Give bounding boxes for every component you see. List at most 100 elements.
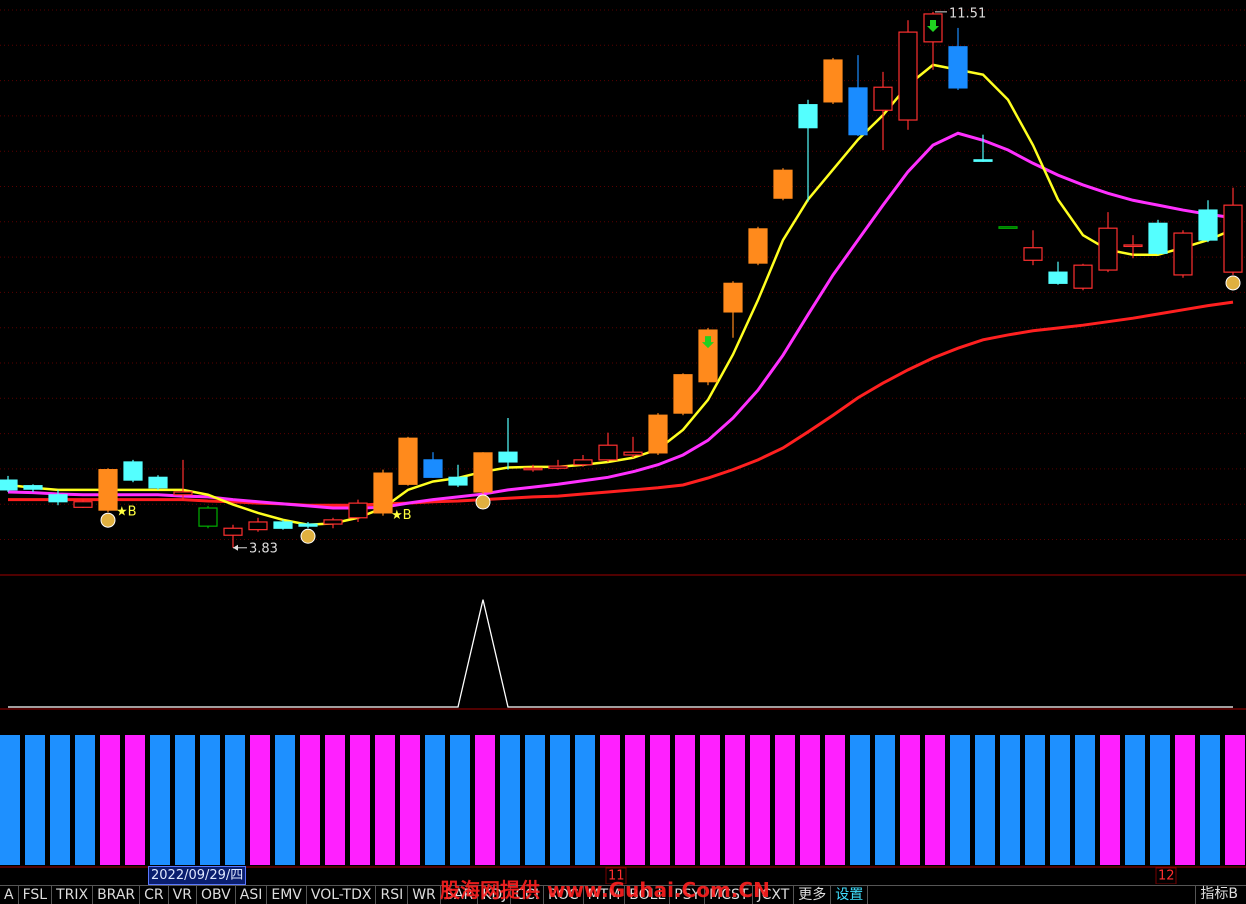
candle-body — [423, 459, 443, 478]
indicator-tab[interactable]: PSY — [670, 886, 706, 904]
indicator-bar — [150, 735, 170, 865]
money-bag-icon — [475, 494, 491, 510]
indicator-toolbar: A FSL TRIX BRAR CR VR OBV ASI EMV VOL-TDX RSI WR SAR… — [0, 885, 1246, 904]
indicator-tab[interactable]: VR — [169, 886, 197, 904]
candle-body — [398, 437, 418, 485]
candle-body — [673, 374, 693, 414]
indicator-tab[interactable]: ASI — [236, 886, 268, 904]
indicator-bar — [825, 735, 845, 865]
indicator-bar — [1025, 735, 1045, 865]
candle-body — [973, 159, 993, 162]
candle-body — [1223, 204, 1243, 273]
indicator-bar — [1225, 735, 1245, 865]
indicator-tab[interactable]: KDJ — [478, 886, 512, 904]
low-pointer-head — [233, 544, 238, 551]
candle-body — [0, 479, 18, 491]
indicator-tab[interactable]: WR — [408, 886, 441, 904]
indicator-tab[interactable]: VOL-TDX — [307, 886, 377, 904]
money-bag-icon — [1225, 275, 1241, 291]
signal-label: ★B — [116, 505, 137, 520]
indicator-bar — [575, 735, 595, 865]
indicator-bar — [100, 735, 120, 865]
indicator-tab[interactable]: CR — [140, 886, 169, 904]
indicator-tab[interactable]: SAR — [441, 886, 479, 904]
candle-body — [1073, 264, 1093, 289]
indicator-bar — [25, 735, 45, 865]
indicator-bar — [250, 735, 270, 865]
moving-average-line — [7, 63, 1234, 527]
candle-body — [98, 469, 118, 511]
indicator-tab[interactable]: JCXT — [753, 886, 795, 904]
indicator-bar — [975, 735, 995, 865]
indicator-bar — [500, 735, 520, 865]
candle-body — [73, 501, 93, 508]
candle-body — [473, 452, 493, 493]
indicator-bar — [1150, 735, 1170, 865]
indicator-tab[interactable]: OBV — [197, 886, 236, 904]
candle-body — [1098, 227, 1118, 271]
low-label: 3.83 — [249, 541, 278, 556]
candle-body — [648, 414, 668, 454]
indicator-tab[interactable]: RSI — [376, 886, 409, 904]
candle-body — [798, 104, 818, 129]
chart: ★B ★B 11 12 11.51 3.83 — [0, 6, 1246, 884]
candle-body — [498, 451, 518, 463]
indicator-bar — [1050, 735, 1070, 865]
indicator-tab[interactable]: 设置 — [831, 886, 869, 904]
indicator-bar — [675, 735, 695, 865]
money-bag-icon — [100, 512, 116, 528]
indicator-line — [8, 599, 1233, 708]
indicator-tab[interactable]: A — [0, 886, 19, 904]
candle-body — [748, 228, 768, 264]
watermark: 股海网提供 www.Guhai.Com.CN — [440, 878, 770, 902]
indicator-tab[interactable]: MCST — [705, 886, 754, 904]
moving-average-line — [7, 131, 1234, 510]
indicator-bar — [1075, 735, 1095, 865]
indicator-bar — [700, 735, 720, 865]
candle-body — [1048, 271, 1068, 284]
candle-body — [873, 86, 893, 111]
indicator-tab[interactable]: ROC — [544, 886, 584, 904]
indicator-tab[interactable]: BRAR — [93, 886, 141, 904]
indicator-bar — [450, 735, 470, 865]
signal-label: ★B — [391, 508, 412, 523]
indicator-bar — [650, 735, 670, 865]
candle-body — [598, 444, 618, 461]
indicator-tab[interactable]: FSL — [19, 886, 53, 904]
indicator-tab[interactable]: BOLL — [625, 886, 671, 904]
candle-body — [773, 169, 793, 199]
candle-body — [723, 282, 743, 313]
indicator-bar — [325, 735, 345, 865]
moving-average-line — [8, 300, 1234, 507]
indicator-tab[interactable]: MTM — [584, 886, 626, 904]
indicator-tab[interactable]: CCI — [511, 886, 545, 904]
month-box — [605, 867, 627, 884]
indicator-bar — [350, 735, 370, 865]
candle-body — [323, 519, 343, 525]
candle-body — [23, 485, 43, 490]
indicator-bar — [550, 735, 570, 865]
candle-body — [348, 502, 368, 519]
indicator-bar — [950, 735, 970, 865]
indicator-bar — [900, 735, 920, 865]
candle-body — [223, 527, 243, 536]
candle-body — [173, 491, 193, 496]
month-box — [1155, 867, 1177, 884]
candle-body — [1148, 222, 1168, 254]
indicator-bar — [875, 735, 895, 865]
indicator-tab[interactable]: TRIX — [52, 886, 94, 904]
indicator-bar — [200, 735, 220, 865]
indicator-bar — [925, 735, 945, 865]
indicator-tab[interactable]: 更多 — [794, 886, 832, 904]
candle-body — [273, 521, 293, 529]
indicator-bar — [625, 735, 645, 865]
indicator-bar — [275, 735, 295, 865]
indicator-bar — [1175, 735, 1195, 865]
indicator-tab[interactable]: EMV — [267, 886, 307, 904]
candle-body — [198, 507, 218, 527]
candle-body — [548, 465, 568, 469]
indicator-switch[interactable]: 指标B — [1195, 885, 1238, 904]
indicator-bar — [300, 735, 320, 865]
candle-body — [1173, 232, 1193, 276]
candle-body — [48, 494, 68, 503]
